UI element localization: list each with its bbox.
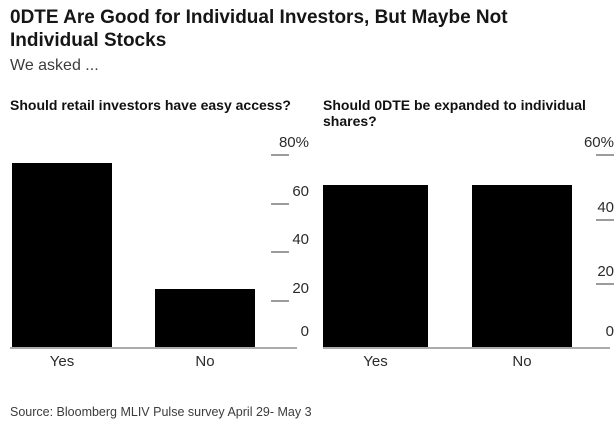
chart-individual-shares: Should 0DTE be expanded to individual sh…: [323, 97, 616, 373]
y-tick-label: 60: [292, 182, 309, 200]
y-tick-dash: [596, 283, 614, 286]
page-title: 0DTE Are Good for Individual Investors, …: [10, 7, 508, 51]
y-tick-label: 60%: [583, 134, 614, 151]
charts-row: Should retail investors have easy access…: [0, 97, 616, 373]
chart-retail-access: Should retail investors have easy access…: [10, 97, 309, 373]
source-note: Source: Bloomberg MLIV Pulse survey Apri…: [10, 405, 312, 419]
y-tick-label: 20: [597, 263, 614, 281]
bar-no: [472, 185, 572, 347]
category-label-yes: Yes: [49, 353, 75, 370]
y-tick-80: 80%: [239, 135, 309, 156]
y-tick-60: 60%: [544, 135, 614, 156]
y-tick-20: 20: [544, 263, 614, 286]
y-tick-dash: [271, 251, 289, 253]
y-tick-60: 60: [239, 184, 309, 205]
y-tick-label: 20: [292, 279, 309, 297]
y-tick-dash: [271, 202, 289, 205]
category-label-yes: Yes: [363, 353, 388, 370]
y-tick-20: 20: [239, 281, 309, 302]
chart-question: Should retail investors have easy access…: [10, 97, 291, 113]
category-labels: Yes No: [10, 349, 309, 373]
page-subtitle: We asked ...: [10, 57, 99, 74]
category-label-no: No: [195, 353, 215, 370]
y-tick-dash: [271, 299, 289, 302]
plot-area: 0 20 40 60%: [323, 129, 616, 349]
y-tick-dash: [596, 218, 614, 221]
y-tick-label: 40: [597, 198, 614, 216]
category-label-no: No: [512, 353, 532, 370]
bar-yes: [323, 185, 428, 347]
category-labels: Yes No: [323, 349, 616, 373]
y-tick-dash: [596, 154, 614, 156]
y-tick-0: 0: [239, 324, 309, 343]
y-tick-label: 40: [292, 231, 309, 248]
y-tick-label: 80%: [278, 134, 309, 151]
bar-yes: [12, 162, 112, 347]
figure-header: 0DTE Are Good for Individual Investors, …: [0, 0, 616, 75]
y-tick-dash: [271, 154, 289, 156]
y-tick-40: 40: [544, 200, 614, 221]
bar-no: [155, 288, 255, 347]
x-axis-line: [10, 347, 297, 349]
y-tick-0: 0: [544, 324, 614, 343]
x-axis-line: [323, 347, 610, 349]
y-tick-label: 0: [300, 323, 309, 340]
y-tick-label: 0: [605, 323, 614, 340]
plot-area: 0 20 40 60 80%: [10, 129, 309, 349]
chart-question: Should 0DTE be expanded to individual sh…: [323, 97, 586, 129]
y-tick-40: 40: [239, 232, 309, 253]
